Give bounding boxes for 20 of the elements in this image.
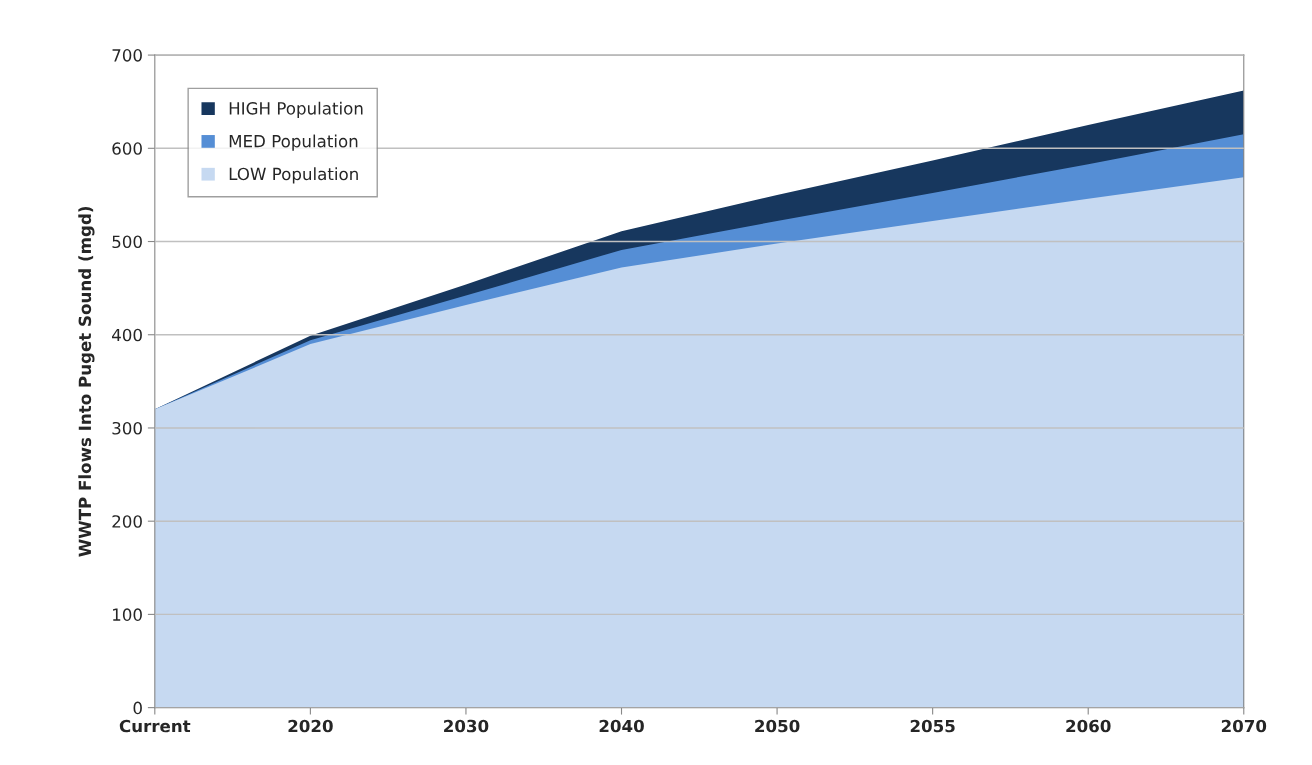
y-tick-label: 300	[112, 421, 142, 435]
y-tick-label: 200	[112, 515, 142, 528]
y-axis-title: WWTP Flows Into Puget Sound (mgd)	[78, 207, 95, 557]
y-tick-label: 100	[113, 608, 142, 621]
x-tick-label: 2020	[288, 719, 333, 733]
legend-label: MED Population	[229, 134, 358, 151]
legend-label: LOW Population	[229, 167, 358, 184]
y-tick-label: 600	[112, 142, 142, 155]
y-tick-label: 0	[133, 701, 142, 715]
x-tick-label: 2060	[1066, 719, 1111, 733]
x-tick-label: Current	[119, 719, 191, 733]
x-tick-label: 2055	[910, 719, 955, 733]
x-tick-label: 2050	[755, 719, 800, 733]
legend-label: HIGH Population	[229, 101, 363, 118]
y-tick-label: 700	[112, 49, 142, 62]
y-tick-label: 400	[112, 328, 142, 342]
x-tick-label: 2040	[599, 719, 644, 733]
x-tick-label: 2070	[1221, 719, 1267, 733]
x-tick-label: 2030	[444, 719, 489, 733]
y-tick-label: 500	[112, 235, 142, 249]
